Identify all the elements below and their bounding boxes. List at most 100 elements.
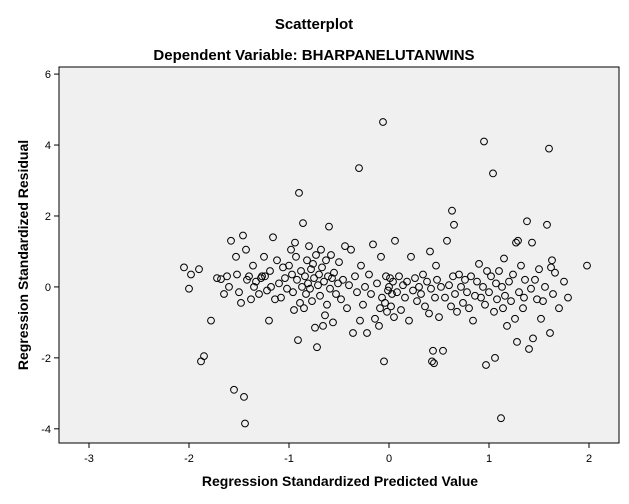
chart-subtitle: Dependent Variable: BHARPANELUTANWINS xyxy=(153,47,474,64)
scatter-point xyxy=(490,307,498,316)
scatter-point xyxy=(223,272,231,281)
scatter-point xyxy=(335,258,343,267)
scatter-point xyxy=(539,297,547,306)
scatter-point xyxy=(529,334,537,343)
scatter-point xyxy=(293,275,301,284)
scatter-point xyxy=(242,245,250,254)
scatter-point xyxy=(390,313,398,322)
scatter-point xyxy=(227,236,235,245)
scatter-point xyxy=(417,290,425,298)
scatter-point xyxy=(543,220,551,229)
x-axis-label: Regression Standardized Predicted Value xyxy=(202,473,478,489)
scatter-point xyxy=(463,288,471,297)
scatter-point xyxy=(469,316,477,325)
scatter-point xyxy=(309,260,317,268)
scatter-point xyxy=(426,247,434,256)
scatter-point xyxy=(321,311,329,320)
scatter-point xyxy=(367,290,375,298)
scatter-point xyxy=(240,393,248,401)
scatter-point xyxy=(487,272,495,281)
scatter-point xyxy=(431,293,439,302)
scatter-point xyxy=(343,304,351,313)
scatter-point xyxy=(473,277,481,286)
scatter-point xyxy=(269,233,277,242)
scatter-point xyxy=(395,272,403,281)
scatter-point xyxy=(308,297,316,306)
scatter-point xyxy=(407,252,415,261)
y-axis-label: Regression Standardized Residual xyxy=(15,140,31,370)
scatter-point xyxy=(298,283,306,291)
scatter-point xyxy=(295,189,303,197)
scatter-point xyxy=(437,283,445,291)
scatter-point xyxy=(373,279,381,288)
scatter-point xyxy=(310,274,318,283)
scatter-point xyxy=(312,251,320,259)
scatter-point xyxy=(489,169,497,178)
scatter-point xyxy=(249,261,257,270)
scatter-point xyxy=(382,272,390,281)
scatter-point xyxy=(429,346,437,355)
scatter-point xyxy=(288,270,296,279)
scatter-point xyxy=(316,291,324,300)
scatter-point xyxy=(477,293,485,302)
scatter-point xyxy=(225,283,233,291)
scatter-point xyxy=(334,279,342,288)
y-tick-label: 4 xyxy=(45,140,51,152)
y-tick-label: -2 xyxy=(41,353,51,365)
scatter-point xyxy=(287,245,295,254)
scatter-point xyxy=(315,270,323,279)
scatter-point xyxy=(305,242,313,251)
scatter-point xyxy=(433,275,441,284)
scatter-point xyxy=(439,346,447,355)
scatter-point xyxy=(345,281,353,290)
scatter-point xyxy=(351,272,359,281)
scatter-point xyxy=(465,304,473,313)
scatter-point xyxy=(239,231,247,240)
y-tick-label: 0 xyxy=(45,282,51,294)
scatter-point xyxy=(273,256,281,265)
scatter-point xyxy=(507,297,515,306)
scatter-point xyxy=(317,245,325,254)
scatter-point xyxy=(459,299,467,307)
scatter-point xyxy=(451,290,459,298)
chart-title: Scatterplot xyxy=(275,16,353,33)
scatter-point xyxy=(479,283,487,291)
scatter-point xyxy=(375,322,383,330)
scatter-point xyxy=(391,236,399,245)
scatter-point xyxy=(258,272,266,281)
scatter-point xyxy=(509,270,517,279)
scatter-point xyxy=(356,316,364,325)
scatter-point xyxy=(324,272,332,281)
scatter-point xyxy=(445,281,453,290)
scatter-point xyxy=(527,284,535,293)
scatter-point xyxy=(513,338,521,346)
scatter-point xyxy=(515,288,523,297)
scatter-point xyxy=(325,222,333,231)
scatter-point xyxy=(322,256,330,265)
y-tick-label: -4 xyxy=(41,424,51,436)
scatter-point xyxy=(383,307,391,316)
scatter-point xyxy=(443,236,451,245)
scatter-point xyxy=(387,302,395,311)
x-tick-label: 1 xyxy=(486,453,492,465)
scatter-point xyxy=(357,261,365,270)
scatter-point xyxy=(339,275,347,284)
scatter-point xyxy=(548,256,556,265)
scatter-point xyxy=(505,277,513,286)
scatter-point xyxy=(314,281,322,290)
scatter-point xyxy=(435,313,443,322)
scatter-point xyxy=(247,295,255,304)
scatter-point xyxy=(475,260,483,268)
scatter-point xyxy=(323,300,331,309)
scatter-point xyxy=(355,164,363,173)
scatter-point xyxy=(498,283,506,291)
scatter-point xyxy=(302,290,310,298)
scatter-point xyxy=(551,268,559,277)
scatter-point xyxy=(307,265,315,274)
scatter-point xyxy=(292,252,300,261)
scatter-point xyxy=(497,414,505,423)
scatter-point xyxy=(405,316,413,325)
scatter-point xyxy=(517,261,525,270)
scatter-point xyxy=(379,118,387,126)
x-tick-label: -2 xyxy=(184,453,194,465)
